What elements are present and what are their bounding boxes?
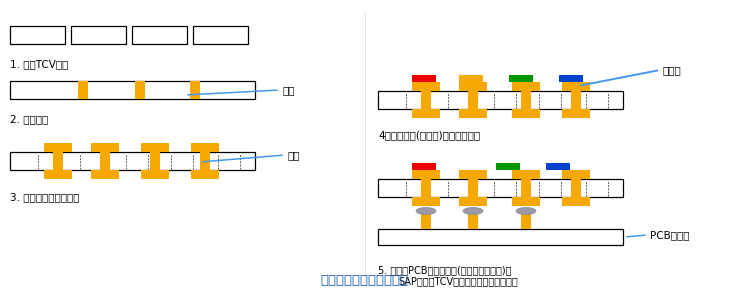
Bar (412, 109, 440, 118)
Bar (496, 163, 520, 170)
Bar (562, 197, 590, 206)
Bar (412, 197, 440, 206)
Bar (378, 91, 623, 109)
Bar (512, 109, 540, 118)
Bar (135, 81, 145, 99)
Bar (512, 82, 540, 91)
Bar (132, 26, 187, 44)
Bar (468, 213, 478, 229)
Text: 多层显示单元实现示意图: 多层显示单元实现示意图 (320, 274, 408, 287)
Text: 元器件: 元器件 (663, 65, 682, 75)
Text: 4．印刷焊膏(或银胶)，贴装元器件: 4．印刷焊膏(或银胶)，贴装元器件 (378, 130, 480, 140)
Bar (459, 82, 487, 91)
Bar (468, 179, 478, 197)
Ellipse shape (463, 208, 483, 215)
Bar (71, 26, 126, 44)
Bar (141, 170, 169, 179)
Bar (421, 213, 431, 229)
Bar (100, 152, 110, 170)
Bar (78, 81, 88, 99)
Bar (562, 82, 590, 91)
Bar (521, 213, 531, 229)
Bar (521, 179, 531, 197)
Bar (44, 143, 72, 152)
Bar (378, 229, 623, 245)
Bar (468, 91, 478, 109)
Bar (421, 91, 431, 109)
Bar (412, 163, 436, 170)
Bar (193, 26, 248, 44)
Bar (10, 26, 65, 44)
Bar (378, 179, 623, 197)
Bar (10, 152, 255, 170)
Bar (91, 143, 119, 152)
Bar (571, 91, 581, 109)
Bar (509, 75, 533, 82)
Bar (141, 143, 169, 152)
Text: 2. 铜浆塞孔: 2. 铜浆塞孔 (10, 114, 48, 124)
Bar (512, 170, 540, 179)
Bar (412, 82, 440, 91)
Bar (191, 143, 219, 152)
Bar (200, 152, 210, 170)
Bar (521, 91, 531, 109)
Bar (562, 109, 590, 118)
Text: 铜浆: 铜浆 (288, 150, 300, 160)
Bar (191, 170, 219, 179)
Bar (150, 152, 160, 170)
Bar (459, 170, 487, 179)
Bar (10, 81, 255, 99)
Bar (546, 163, 570, 170)
Text: SAP方法在TCV铜浆电路上制备多层电路: SAP方法在TCV铜浆电路上制备多层电路 (398, 276, 518, 286)
Bar (459, 109, 487, 118)
Text: 5. 与控制PCB板异质键合(互联铜浆、银胶)；: 5. 与控制PCB板异质键合(互联铜浆、银胶)； (378, 265, 512, 275)
Ellipse shape (416, 208, 436, 215)
Text: 3. 双面印刷铜浆、烧结: 3. 双面印刷铜浆、烧结 (10, 192, 79, 202)
Bar (421, 179, 431, 197)
Bar (459, 197, 487, 206)
Text: PCB控制板: PCB控制板 (650, 230, 690, 240)
Text: 铜浆: 铜浆 (283, 85, 295, 95)
Bar (571, 179, 581, 197)
Bar (412, 170, 440, 179)
Bar (562, 170, 590, 179)
Bar (412, 75, 436, 82)
Bar (512, 197, 540, 206)
Bar (44, 170, 72, 179)
Bar (459, 75, 483, 82)
Text: 1. 陶瓷TCV制造: 1. 陶瓷TCV制造 (10, 59, 69, 69)
Bar (91, 170, 119, 179)
Bar (190, 81, 200, 99)
Ellipse shape (516, 208, 536, 215)
Bar (559, 75, 583, 82)
Bar (53, 152, 63, 170)
